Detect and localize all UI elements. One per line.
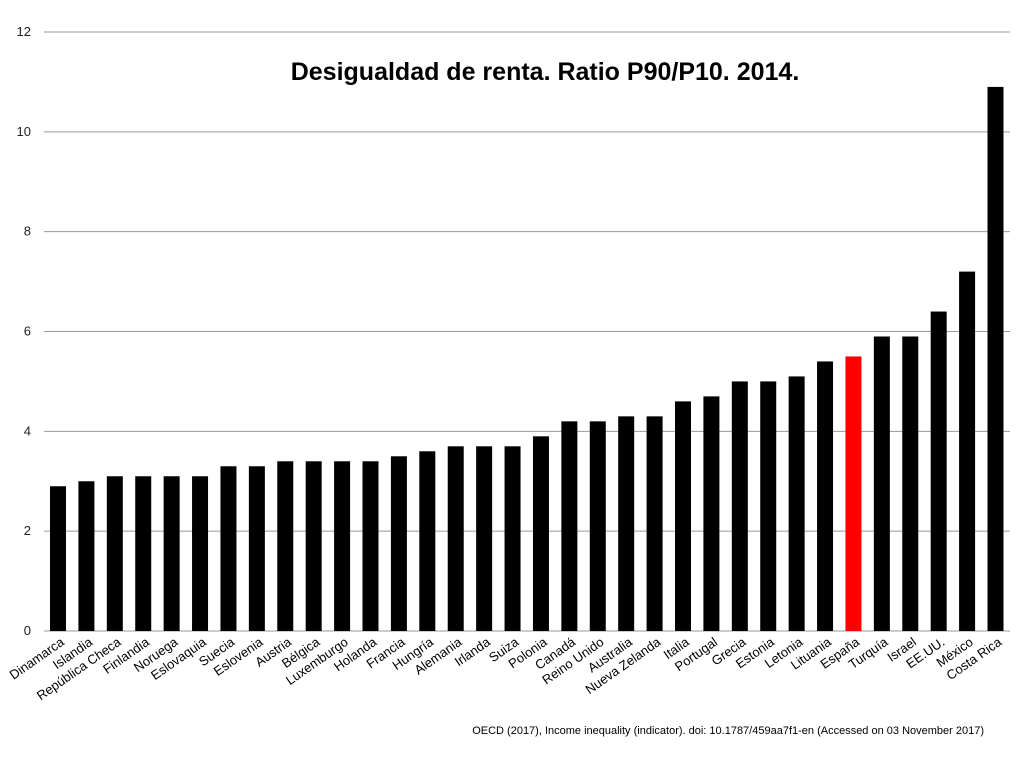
y-tick-label: 4 [24, 423, 31, 438]
bar-8 [277, 461, 294, 631]
bar-17 [532, 436, 549, 631]
bar-13 [419, 451, 436, 631]
bar-28 [845, 356, 862, 631]
bar-9 [305, 461, 322, 631]
bar-22 [675, 401, 691, 631]
bar-24 [731, 381, 748, 631]
bar-15 [476, 446, 493, 631]
y-tick-label: 2 [24, 523, 31, 538]
bar-5 [192, 476, 209, 631]
bar-1 [78, 481, 95, 631]
bar-31 [930, 311, 947, 631]
bar-32 [959, 271, 976, 631]
y-tick-label: 10 [17, 124, 31, 139]
bar-3 [135, 476, 152, 631]
bar-12 [390, 456, 407, 631]
bar-4 [163, 476, 180, 631]
bar-20 [618, 416, 635, 631]
bar-26 [788, 376, 805, 631]
bar-14 [447, 446, 464, 631]
y-axis-tick-labels: 0 2 4 6 8 10 12 [17, 24, 31, 638]
y-tick-label: 6 [24, 324, 31, 339]
chart-title: Desigualdad de renta. Ratio P90/P10. 201… [291, 58, 800, 86]
y-tick-label: 8 [24, 224, 31, 239]
bar-18 [561, 421, 578, 631]
bar-30 [902, 336, 919, 631]
bar-10 [334, 461, 351, 631]
gridlines [44, 31, 1010, 632]
y-tick-label: 12 [17, 24, 31, 39]
bar-29 [873, 336, 890, 631]
bar-21 [646, 416, 663, 631]
bar-7 [248, 466, 265, 631]
y-tick-label: 0 [24, 623, 31, 638]
bars [50, 86, 1004, 632]
bar-0 [50, 486, 66, 631]
bar-23 [703, 396, 720, 631]
bar-16 [504, 446, 521, 631]
bar-27 [817, 361, 834, 631]
source-note: OECD (2017), Income inequality (indicato… [472, 725, 984, 737]
bar-25 [760, 381, 777, 631]
bar-2 [106, 476, 123, 631]
bar-11 [362, 461, 379, 631]
bar-19 [589, 421, 606, 631]
bar-33 [987, 86, 1004, 632]
bar-6 [220, 466, 237, 631]
